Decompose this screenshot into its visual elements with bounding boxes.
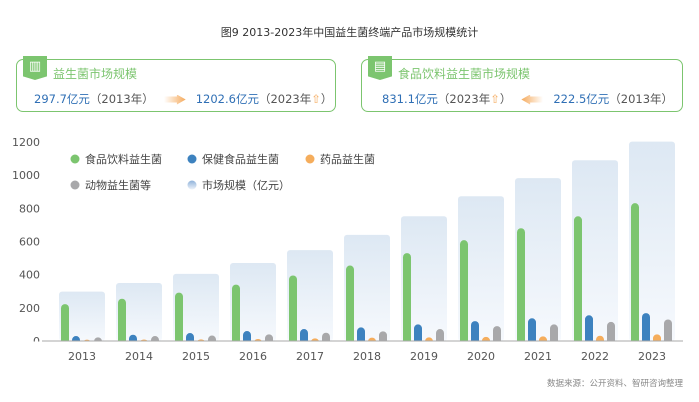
bar-food: [346, 265, 354, 345]
bar-health: [471, 321, 479, 345]
x-tick-label: 2018: [353, 350, 381, 363]
bar-food: [631, 203, 639, 345]
x-tick-label: 2016: [239, 350, 267, 363]
market-size-bar: [230, 263, 276, 341]
y-tick-label: 200: [19, 302, 40, 315]
market-size-bar: [344, 234, 390, 341]
x-tick-label: 2021: [524, 350, 552, 363]
bar-food: [232, 284, 240, 345]
legend-label: 保健食品益生菌: [202, 152, 279, 166]
market-size-bar: [458, 196, 504, 341]
market-size-bar: [116, 282, 162, 341]
x-tick-label: 2020: [467, 350, 495, 363]
legend-label: 食品饮料益生菌: [85, 152, 162, 166]
bar-health: [585, 315, 593, 345]
market-size-bar: [401, 216, 447, 341]
bar-food: [289, 275, 297, 345]
bar-food: [175, 292, 183, 345]
y-tick-label: 1000: [12, 169, 40, 182]
bar-animal: [664, 319, 672, 345]
market-size-bar: [515, 178, 561, 341]
legend-marker: [187, 180, 197, 190]
x-tick-label: 2014: [125, 350, 153, 363]
bar-food: [517, 228, 525, 345]
bar-food: [460, 240, 468, 345]
to-year: （2023年: [437, 92, 491, 106]
up-arrow-icon: ⇧: [311, 92, 321, 106]
bar-food: [118, 298, 126, 345]
document-chart-icon: ▤: [368, 56, 392, 80]
to-year: （2023年: [258, 92, 312, 106]
legend-label: 药品益生菌: [320, 152, 375, 166]
bar-health: [528, 318, 536, 345]
bar-animal: [607, 321, 615, 345]
from-value: 297.7亿元: [34, 92, 90, 106]
x-tick-label: 2022: [581, 350, 609, 363]
to-value: 831.1亿元: [382, 92, 438, 106]
x-tick-label: 2023: [638, 350, 666, 363]
source-note: 数据来源：公开资料、智研咨询整理: [546, 379, 683, 389]
bar-food: [403, 253, 411, 345]
x-tick-label: 2017: [296, 350, 324, 363]
legend-marker: [305, 154, 315, 164]
arrow-left-icon: [521, 94, 544, 105]
legend-marker: [187, 154, 197, 164]
y-tick-label: 600: [19, 236, 40, 249]
from-year: （2013年）: [89, 92, 154, 106]
to-year-close: ）: [499, 92, 512, 106]
y-tick-label: 1200: [12, 136, 40, 149]
axis-mask: [30, 341, 690, 350]
chart-growth-icon: ▥: [23, 56, 47, 80]
x-tick-label: 2019: [410, 350, 438, 363]
bar-animal: [493, 326, 501, 345]
y-tick-label: 400: [19, 269, 40, 282]
card-title: 食品饮料益生菌市场规模: [398, 67, 531, 81]
legend-marker: [70, 180, 80, 190]
market-size-bar: [59, 291, 105, 341]
bar-food: [574, 216, 582, 345]
market-size-bar: [629, 141, 675, 341]
chart-title: 图9 2013-2023年中国益生菌终端产品市场规模统计: [220, 26, 479, 39]
market-size-bar: [287, 250, 333, 341]
up-arrow-icon: ⇧: [490, 92, 500, 106]
bar-food: [61, 304, 69, 345]
bar-animal: [550, 324, 558, 345]
legend-marker: [70, 154, 80, 164]
from-year: （2013年）: [609, 92, 674, 106]
arrow-right-icon: [163, 94, 186, 105]
to-year-close: ）: [320, 92, 333, 106]
y-tick-label: 800: [19, 202, 40, 215]
card-title: 益生菌市场规模: [53, 67, 138, 81]
legend-label: 动物益生菌等: [85, 178, 151, 192]
to-value: 1202.6亿元: [195, 92, 259, 106]
bar-health: [642, 313, 650, 345]
from-value: 222.5亿元: [553, 92, 610, 106]
market-size-bar: [572, 160, 618, 341]
market-size-bar: [173, 273, 219, 341]
food-market-card: ▤ 食品饮料益生菌市场规模 831.1亿元（2023年⇧） 222.5亿元（201…: [361, 56, 683, 112]
total-market-card: ▥ 益生菌市场规模 297.7亿元（2013年） 1202.6亿元（2023年⇧）: [16, 56, 336, 112]
bar-health: [414, 324, 422, 345]
legend-label: 市场规模（亿元）: [202, 178, 290, 192]
x-tick-label: 2015: [182, 350, 210, 363]
x-tick-label: 2013: [68, 350, 96, 363]
